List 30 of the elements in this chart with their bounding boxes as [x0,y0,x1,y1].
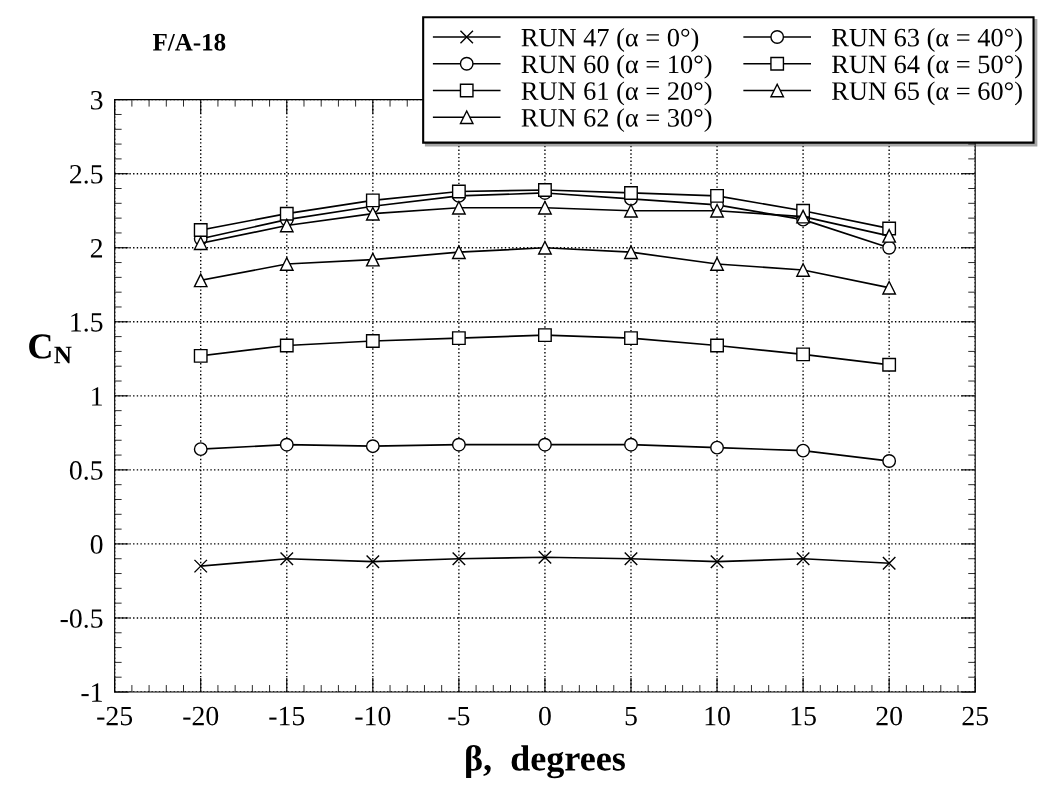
legend-label: RUN 62 (α = 30°) [521,108,712,133]
x-axis-title: β, degrees [466,744,625,779]
legend-label: RUN 60 (α = 10°) [521,54,712,79]
chart-title: F/A-18 [152,33,226,51]
y-tick-label: 2 [90,238,103,258]
legend-label: RUN 65 (α = 60°) [832,81,1022,106]
legend-label: RUN 61 (α = 20°) [521,81,712,106]
legend-label: RUN 47 (α = 0°) [521,27,699,52]
x-tick-label: 25 [962,706,989,726]
y-tick-label: -0.5 [60,609,103,628]
x-tick-label: 5 [625,706,637,726]
y-tick-label: 0 [90,535,103,554]
y-tick-label: 1.5 [71,313,103,332]
y-tick-label: 2.5 [70,164,103,184]
y-tick-label: 0.5 [69,461,103,480]
y-tick-label: -1 [81,683,102,702]
y-tick-label: 1 [92,387,102,406]
x-tick-label: -25 [97,706,133,726]
x-tick-label: 15 [791,706,816,726]
legend-label: RUN 63 (α = 40°) [832,27,1022,52]
y-tick-label: 3 [91,90,103,110]
x-tick-label: -15 [269,706,305,726]
x-tick-label: 10 [705,706,730,726]
x-tick-label: -5 [448,706,470,726]
legend-label: RUN 64 (α = 50°) [832,54,1022,79]
x-tick-label: 0 [539,706,551,726]
x-tick-label: -10 [355,706,391,726]
x-tick-label: 20 [876,706,902,726]
y-axis-title: C$_{N}$ [29,334,72,364]
x-tick-label: -20 [183,706,219,726]
